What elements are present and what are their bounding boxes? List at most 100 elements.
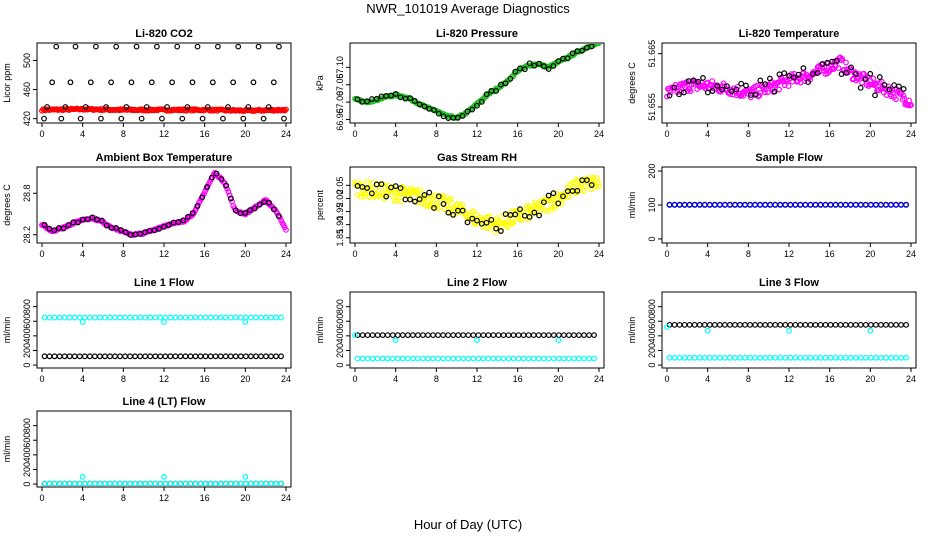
data-point	[480, 332, 487, 339]
data-point	[450, 355, 457, 362]
x-tick-label: 12	[159, 249, 169, 259]
data-point	[89, 214, 96, 221]
data-point	[540, 199, 547, 206]
y-tick-label: 67.10	[335, 56, 345, 79]
data-point	[445, 209, 452, 216]
x-tick-label: 24	[281, 374, 291, 384]
data-point	[113, 225, 120, 231]
data-point	[908, 102, 914, 108]
panel-title: Sample Flow	[755, 152, 823, 164]
x-tick-label: 24	[281, 129, 291, 139]
data-point	[742, 354, 748, 361]
data-point	[852, 321, 859, 328]
data-point	[107, 314, 113, 321]
data-point	[222, 314, 229, 321]
data-point	[493, 225, 500, 232]
data-point	[359, 187, 366, 194]
data-point	[214, 44, 221, 50]
y-tick-label: 28.8	[22, 184, 32, 202]
data-point	[541, 207, 548, 213]
data-point	[217, 480, 224, 486]
data-point	[711, 354, 718, 361]
x-tick-label: 24	[281, 249, 291, 259]
data-point	[883, 321, 889, 328]
data-point	[470, 355, 477, 362]
x-tick-label: 20	[553, 249, 563, 259]
data-point	[517, 206, 523, 213]
data-point	[117, 314, 123, 321]
data-point	[680, 89, 687, 96]
data-point	[445, 332, 452, 339]
x-tick-label: 24	[594, 374, 604, 384]
data-point	[747, 94, 754, 101]
data-point	[787, 354, 794, 361]
data-point	[477, 214, 484, 221]
data-point	[263, 480, 269, 486]
data-point	[208, 174, 215, 181]
data-point	[474, 102, 480, 109]
data-point	[777, 354, 784, 361]
data-point	[531, 209, 538, 216]
data-point	[65, 222, 72, 228]
data-point	[271, 206, 277, 213]
y-axis-label: Licor ppm	[2, 63, 12, 103]
data-point	[886, 86, 893, 93]
data-point	[182, 314, 189, 321]
data-point	[867, 70, 874, 77]
y-tick-label: 0	[335, 363, 345, 368]
data-point	[569, 50, 576, 57]
data-point	[550, 332, 557, 339]
data-point	[227, 480, 234, 486]
y-tick-label: 51.655	[647, 93, 657, 121]
panel-title: Line 1 Flow	[134, 277, 194, 289]
data-point	[132, 480, 139, 486]
data-point	[566, 332, 572, 339]
data-point	[843, 59, 849, 66]
data-point	[207, 480, 214, 486]
data-point	[56, 353, 63, 360]
x-tick-label: 20	[865, 374, 875, 384]
data-point	[227, 353, 234, 360]
data-point	[415, 332, 421, 339]
data-point	[61, 314, 68, 321]
data-point	[490, 355, 497, 362]
data-point	[245, 104, 252, 110]
data-point	[415, 355, 421, 362]
data-point	[112, 314, 118, 321]
data-point	[123, 104, 130, 110]
x-tick-label: 8	[746, 129, 751, 139]
data-point	[232, 314, 239, 321]
data-point	[515, 332, 522, 339]
data-point	[531, 62, 538, 69]
x-tick-label: 4	[80, 129, 85, 139]
y-axis-label: ml/min	[627, 192, 637, 219]
x-tick-label: 0	[352, 129, 357, 139]
data-point	[407, 95, 414, 102]
x-tick-label: 8	[746, 374, 751, 384]
data-point	[535, 332, 542, 339]
y-tick-label: 400	[335, 328, 345, 343]
data-point	[411, 198, 418, 205]
data-point	[413, 187, 420, 194]
data-point	[440, 113, 447, 120]
data-point	[565, 193, 572, 200]
y-tick-label: 51.665	[647, 40, 657, 68]
data-point	[805, 79, 812, 85]
data-point	[521, 66, 528, 73]
y-tick-label: 66.95	[335, 108, 345, 131]
data-point	[900, 86, 907, 92]
data-point	[242, 209, 249, 216]
data-point	[837, 354, 844, 361]
data-point	[172, 480, 179, 486]
data-point	[832, 321, 839, 328]
series-magenta	[664, 54, 914, 109]
data-point	[711, 321, 718, 328]
data-point	[576, 332, 582, 339]
data-point	[520, 355, 527, 362]
data-point	[71, 480, 78, 486]
data-point	[255, 44, 262, 50]
data-point	[878, 78, 885, 85]
data-point	[76, 353, 83, 360]
data-point	[867, 321, 874, 328]
data-point	[566, 355, 572, 362]
